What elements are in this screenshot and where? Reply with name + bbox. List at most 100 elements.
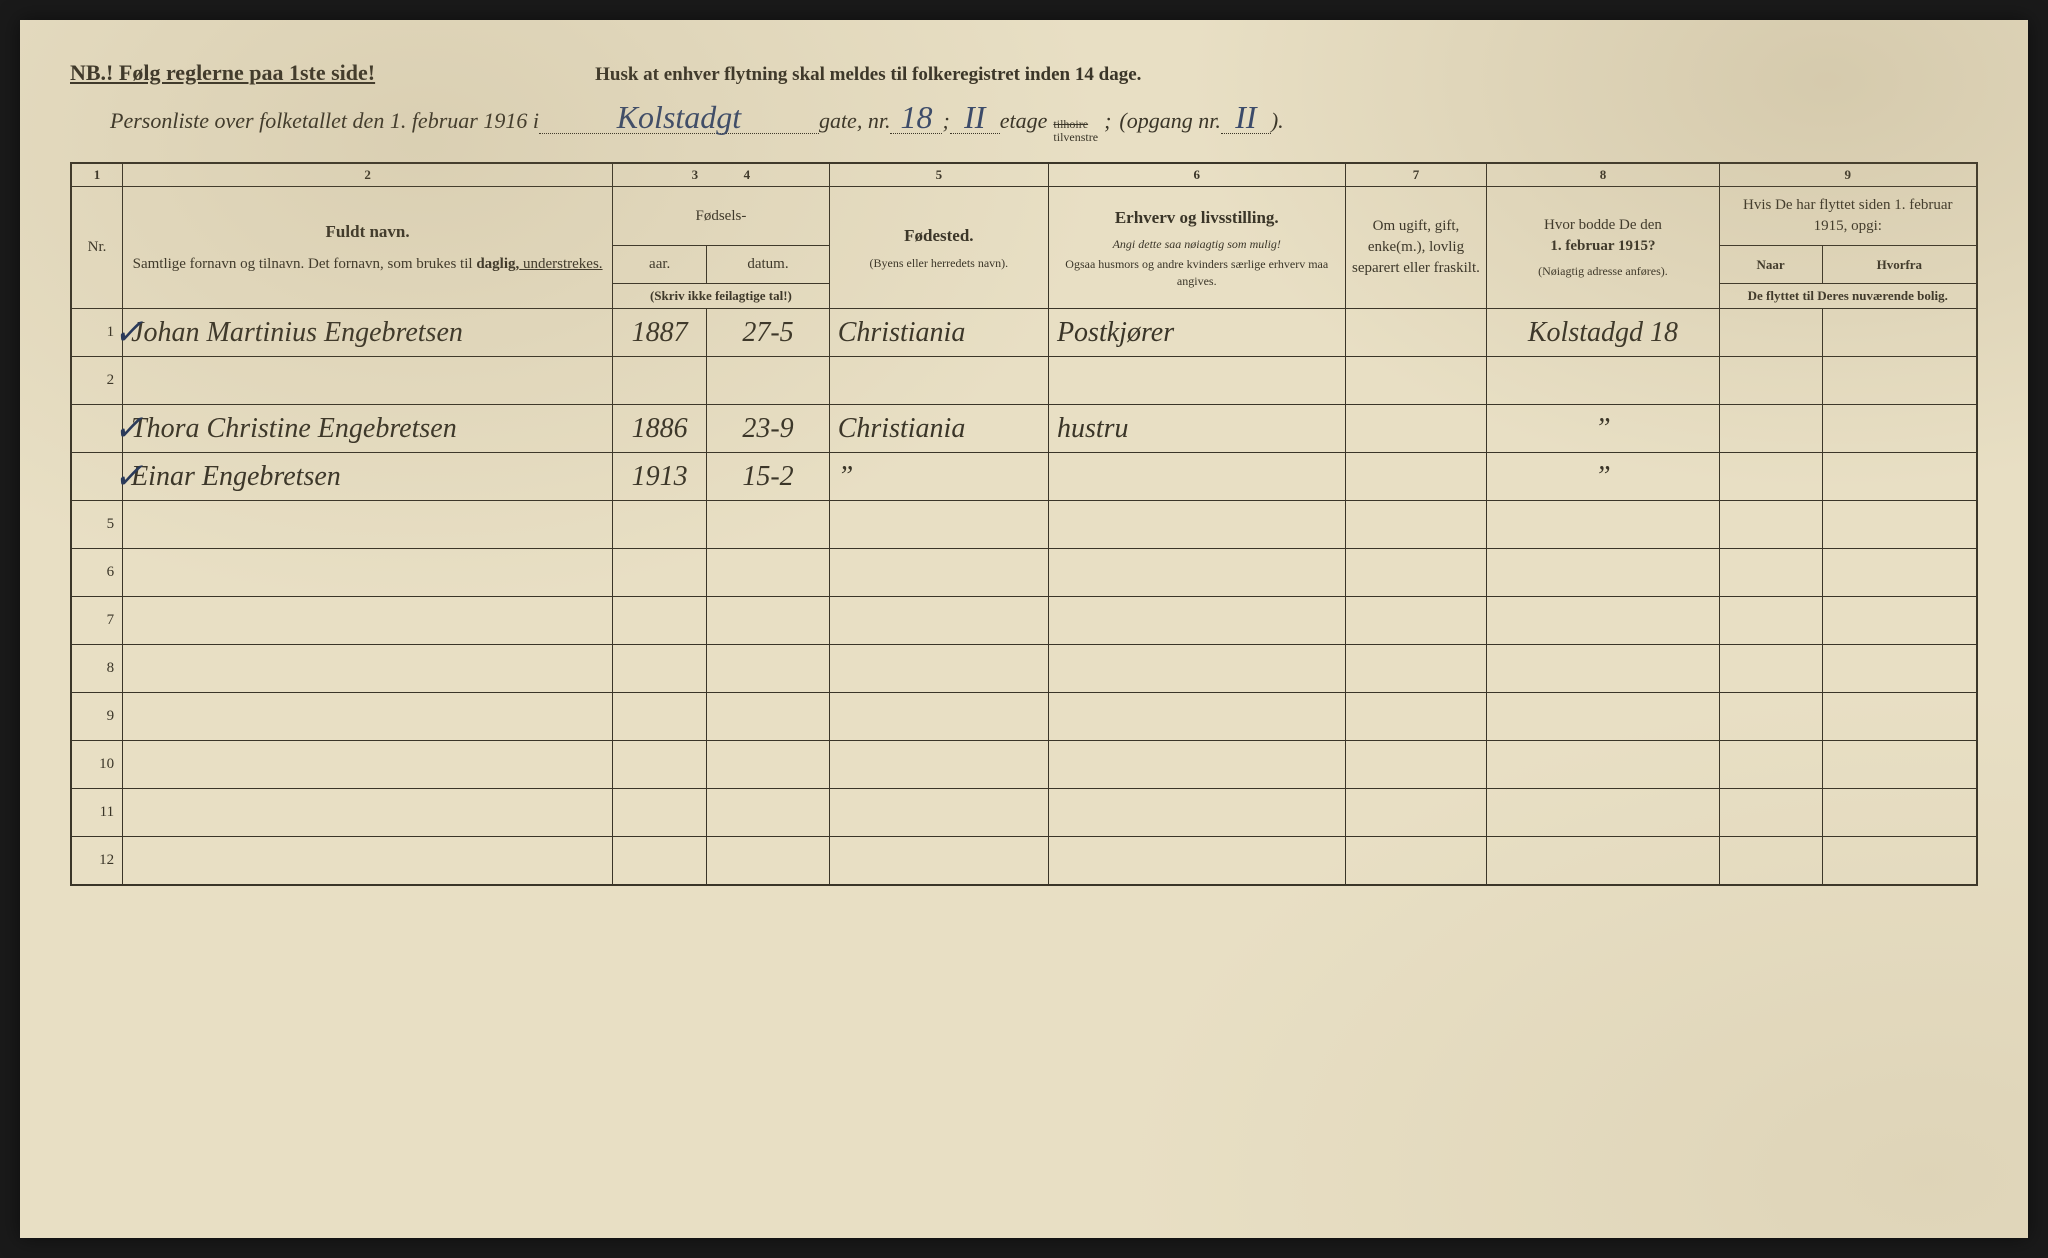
cell-birthplace bbox=[829, 789, 1048, 837]
header-birth: Fødsels- bbox=[613, 187, 830, 246]
moved-sub: De flyttet til Deres nuværende bolig. bbox=[1719, 284, 1977, 309]
table-row: 6 bbox=[71, 549, 1977, 597]
cell-occupation bbox=[1048, 501, 1345, 549]
cell-year: 1887 bbox=[613, 309, 707, 357]
row-number: 8 bbox=[71, 645, 123, 693]
name-title: Fuldt navn. bbox=[129, 220, 606, 244]
cell-status bbox=[1345, 453, 1487, 501]
cell-name bbox=[123, 837, 613, 885]
row-number: 7 bbox=[71, 597, 123, 645]
colnum-4: 4 bbox=[744, 167, 751, 182]
header-prev-addr: Hvor bodde De den 1. februar 1915? (Nøia… bbox=[1487, 187, 1719, 309]
cell-date: 23-9 bbox=[707, 405, 830, 453]
cell-name: ✓Thora Christine Engebretsen bbox=[123, 405, 613, 453]
cell-moved-from bbox=[1822, 405, 1977, 453]
table-row: 2 bbox=[71, 357, 1977, 405]
cell-name bbox=[123, 693, 613, 741]
cell-status bbox=[1345, 837, 1487, 885]
cell-birthplace bbox=[829, 501, 1048, 549]
table-row: 9 bbox=[71, 693, 1977, 741]
cell-status bbox=[1345, 357, 1487, 405]
cell-occupation: hustru bbox=[1048, 405, 1345, 453]
colnum-5: 5 bbox=[829, 163, 1048, 187]
cell-birthplace bbox=[829, 741, 1048, 789]
cell-moved-from bbox=[1822, 501, 1977, 549]
cell-prev-addr: ” bbox=[1487, 405, 1719, 453]
cell-year bbox=[613, 501, 707, 549]
cell-moved-when bbox=[1719, 405, 1822, 453]
colnum-8: 8 bbox=[1487, 163, 1719, 187]
cell-year: 1886 bbox=[613, 405, 707, 453]
table-row: 8 bbox=[71, 645, 1977, 693]
name-daglig: daglig, bbox=[476, 256, 519, 272]
cell-date bbox=[707, 789, 830, 837]
cell-moved-from bbox=[1822, 693, 1977, 741]
name-understrekes: understrekes. bbox=[519, 256, 602, 272]
cell-year bbox=[613, 357, 707, 405]
colnum-3: 3 bbox=[692, 167, 699, 182]
header-date: datum. bbox=[707, 246, 830, 284]
row-number: 11 bbox=[71, 789, 123, 837]
table-row: 5 bbox=[71, 501, 1977, 549]
cell-birthplace bbox=[829, 837, 1048, 885]
header-birthplace: Fødested. (Byens eller herredets navn). bbox=[829, 187, 1048, 309]
table-row: ✓Einar Engebretsen 1913 15-2 ” ” bbox=[71, 453, 1977, 501]
cell-prev-addr bbox=[1487, 789, 1719, 837]
header-prefix: Personliste over folketallet den 1. febr… bbox=[110, 108, 539, 134]
cell-year bbox=[613, 549, 707, 597]
occupation-sub1: Angi dette saa nøiagtig som mulig! bbox=[1055, 236, 1339, 253]
row-number: 2 bbox=[71, 357, 123, 405]
cell-birthplace: Christiania bbox=[829, 405, 1048, 453]
occupation-sub2: Ogsaa husmors og andre kvinders særlige … bbox=[1055, 256, 1339, 290]
cell-year bbox=[613, 837, 707, 885]
cell-status bbox=[1345, 693, 1487, 741]
cell-moved-when bbox=[1719, 309, 1822, 357]
cell-occupation bbox=[1048, 693, 1345, 741]
header-occupation: Erhverv og livsstilling. Angi dette saa … bbox=[1048, 187, 1345, 309]
cell-date bbox=[707, 645, 830, 693]
cell-date bbox=[707, 597, 830, 645]
column-title-row: Nr. Fuldt navn. Samtlige fornavn og tiln… bbox=[71, 187, 1977, 246]
cell-prev-addr bbox=[1487, 357, 1719, 405]
cell-date: 27-5 bbox=[707, 309, 830, 357]
cell-birthplace: ” bbox=[829, 453, 1048, 501]
cell-moved-when bbox=[1719, 549, 1822, 597]
cell-status bbox=[1345, 405, 1487, 453]
colnum-9: 9 bbox=[1719, 163, 1977, 187]
cell-year bbox=[613, 645, 707, 693]
cell-name bbox=[123, 549, 613, 597]
cell-occupation bbox=[1048, 645, 1345, 693]
cell-name bbox=[123, 597, 613, 645]
colnum-2: 2 bbox=[123, 163, 613, 187]
header-year: aar. bbox=[613, 246, 707, 284]
etage-field: II bbox=[950, 101, 1000, 134]
cell-moved-when bbox=[1719, 741, 1822, 789]
cell-status bbox=[1345, 597, 1487, 645]
birthplace-title: Fødested. bbox=[836, 224, 1042, 248]
colnum-7: 7 bbox=[1345, 163, 1487, 187]
cell-occupation bbox=[1048, 597, 1345, 645]
header-hvorfra: Hvorfra bbox=[1822, 246, 1977, 284]
etage-label: etage bbox=[1000, 108, 1048, 134]
cell-moved-when bbox=[1719, 837, 1822, 885]
name-sub: Samtlige fornavn og tilnavn. Det fornavn… bbox=[133, 256, 477, 272]
cell-prev-addr: Kolstadgd 18 bbox=[1487, 309, 1719, 357]
cell-occupation bbox=[1048, 789, 1345, 837]
table-row: 1 ✓Johan Martinius Engebretsen 1887 27-5… bbox=[71, 309, 1977, 357]
cell-prev-addr bbox=[1487, 645, 1719, 693]
header-moved-title: Hvis De har flyttet siden 1. februar 191… bbox=[1719, 187, 1977, 246]
cell-prev-addr: ” bbox=[1487, 453, 1719, 501]
cell-occupation bbox=[1048, 741, 1345, 789]
header-status: Om ugift, gift, enke(m.), lovlig separer… bbox=[1345, 187, 1487, 309]
cell-moved-when bbox=[1719, 453, 1822, 501]
checkmark-icon: ✓ bbox=[113, 458, 143, 494]
cell-birthplace bbox=[829, 645, 1048, 693]
row-number: 9 bbox=[71, 693, 123, 741]
top-notice-line: NB.! Følg reglerne paa 1ste side! Husk a… bbox=[70, 60, 1978, 86]
cell-date bbox=[707, 501, 830, 549]
cell-date bbox=[707, 693, 830, 741]
cell-birthplace bbox=[829, 693, 1048, 741]
gate-label: gate, nr. bbox=[819, 108, 891, 134]
street-name-field: Kolstadgt bbox=[539, 101, 819, 134]
cell-year bbox=[613, 741, 707, 789]
